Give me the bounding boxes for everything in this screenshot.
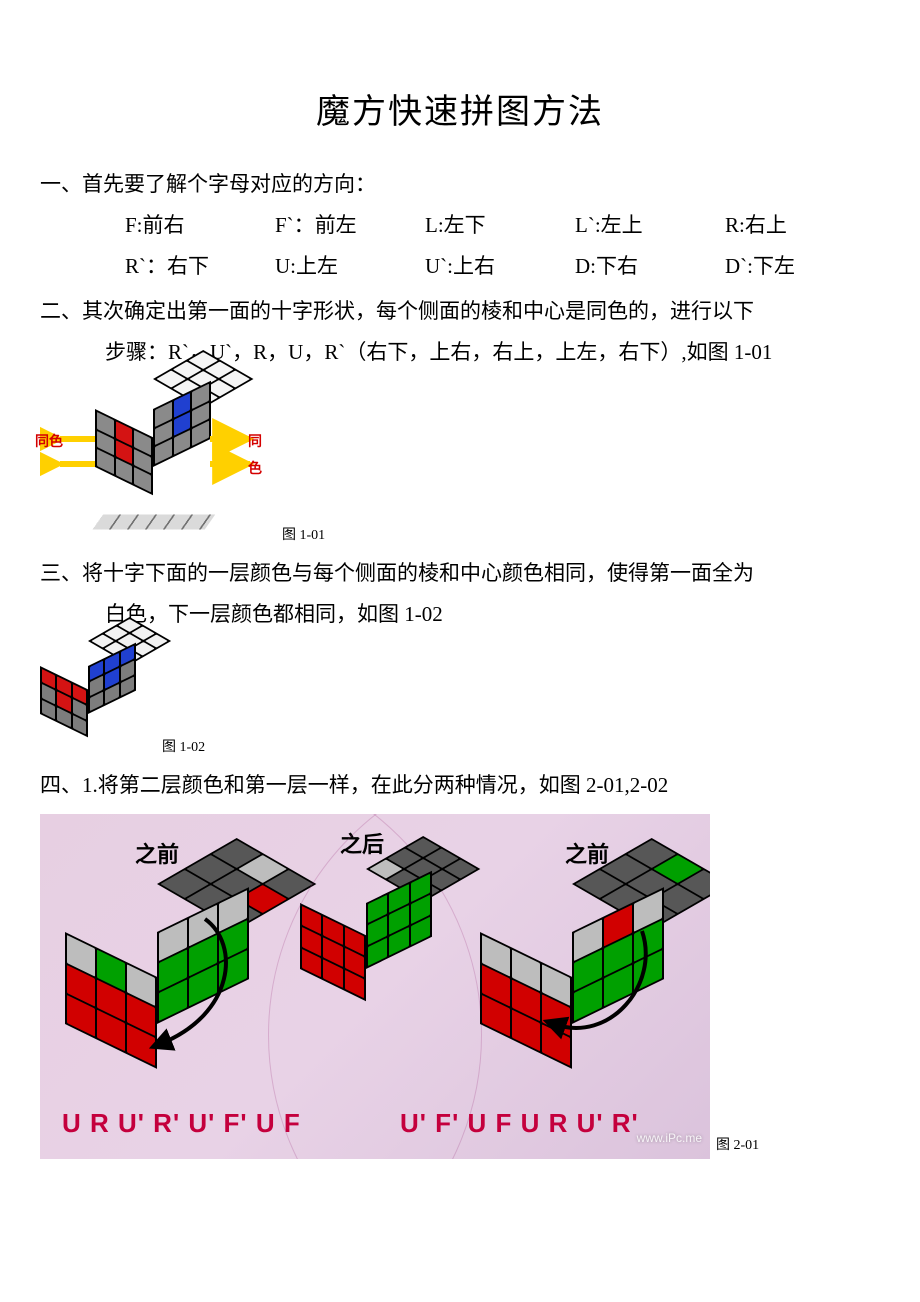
notation-D: D:下右: [575, 246, 725, 287]
section-2-line1: 二、其次确定出第一面的十字形状，每个侧面的棱和中心是同色的，进行以下: [40, 291, 880, 332]
figure-1-01-caption: 图 1-01: [282, 522, 325, 549]
notation-U: U:上左: [275, 246, 425, 287]
notation-R: R:右上: [725, 205, 835, 246]
watermark: www.iPc.me: [637, 1127, 702, 1150]
section-2-line2: 步骤：R`，U`，R，U，R`（右下，上右，右上，上左，右下）,如图 1-01: [40, 332, 880, 373]
notation-Rp: R`：右下: [125, 246, 275, 287]
cube-1-01: 同色同色: [40, 379, 270, 549]
notation-L: L:左下: [425, 205, 575, 246]
cube-1-02: [40, 641, 150, 761]
notation-Up: U`:上右: [425, 246, 575, 287]
cube-2-01-mid: [300, 869, 432, 969]
notation-F: F:前右: [125, 205, 275, 246]
cube-2-01-right: [480, 884, 664, 1024]
notation-Dp: D`:下左: [725, 246, 835, 287]
section-3-line1: 三、将十字下面的一层颜色与每个侧面的棱和中心颜色相同，使得第一面全为: [40, 553, 880, 594]
cube-reflection: [93, 514, 216, 529]
notation-Fp: F`：前左: [275, 205, 425, 246]
page-title: 魔方快速拼图方法: [40, 80, 880, 146]
same-color-left-label: 同色: [35, 429, 63, 456]
algorithm-left: U R U' R' U' F' U F: [62, 1098, 301, 1149]
label-before-right: 之前: [565, 834, 609, 877]
label-after: 之后: [340, 824, 384, 867]
notation-Lp: L`:左上: [575, 205, 725, 246]
figure-2-01-panel: 之前 之后 之前 U R U' R' U' F' U F U' F' U F U…: [40, 814, 710, 1159]
label-before-left: 之前: [135, 834, 179, 877]
figure-1-02: 图 1-02: [40, 641, 880, 761]
cube-2-01-left: [65, 884, 249, 1024]
notation-row-2: R`：右下 U:上左 U`:上右 D:下右 D`:下左: [40, 246, 880, 287]
section-3-line2: 白色，下一层颜色都相同，如图 1-02: [40, 594, 880, 635]
arrow-right-icon: [510, 909, 670, 1069]
same-color-right-label: 同色: [248, 429, 270, 484]
figure-2-01-caption: 图 2-01: [716, 1132, 759, 1159]
algorithm-right: U' F' U F U R U' R': [400, 1098, 639, 1149]
section-4-line: 四、1.将第二层颜色和第一层一样，在此分两种情况，如图 2-01,2-02: [40, 765, 880, 806]
figure-1-01: 同色同色 图 1-01: [40, 379, 880, 549]
figure-1-02-caption: 图 1-02: [162, 734, 205, 761]
notation-row-1: F:前右 F`：前左 L:左下 L`:左上 R:右上: [40, 205, 880, 246]
section-1-heading: 一、首先要了解个字母对应的方向：: [40, 164, 880, 205]
